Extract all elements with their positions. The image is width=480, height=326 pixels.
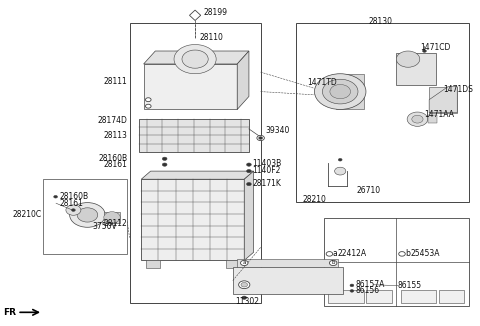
Text: 1471DS: 1471DS xyxy=(443,85,473,95)
Circle shape xyxy=(247,163,251,166)
Circle shape xyxy=(314,74,366,110)
Circle shape xyxy=(145,98,151,102)
Text: b: b xyxy=(331,260,335,265)
Text: 28171K: 28171K xyxy=(252,179,282,188)
Bar xyxy=(401,289,436,303)
Text: 1471AA: 1471AA xyxy=(424,111,455,119)
Text: 1471TD: 1471TD xyxy=(307,78,337,87)
Bar xyxy=(428,115,437,123)
Circle shape xyxy=(72,209,75,211)
Text: 28174D: 28174D xyxy=(97,116,127,125)
Text: b: b xyxy=(405,249,409,259)
Bar xyxy=(296,23,469,202)
Circle shape xyxy=(247,183,251,186)
Bar xyxy=(439,289,464,303)
Polygon shape xyxy=(141,171,253,179)
Bar xyxy=(144,64,237,110)
Bar xyxy=(130,23,261,303)
Circle shape xyxy=(174,45,216,74)
Circle shape xyxy=(259,137,263,139)
Circle shape xyxy=(162,157,167,160)
Circle shape xyxy=(407,112,428,126)
Circle shape xyxy=(323,79,358,104)
Text: 28210C: 28210C xyxy=(13,211,42,219)
Text: 28160B: 28160B xyxy=(98,154,127,163)
Circle shape xyxy=(422,50,426,52)
Circle shape xyxy=(77,208,98,222)
Bar xyxy=(366,289,392,303)
Circle shape xyxy=(241,282,248,287)
Bar xyxy=(139,119,249,152)
Circle shape xyxy=(350,289,354,292)
Polygon shape xyxy=(190,10,201,21)
Text: 86157A: 86157A xyxy=(356,280,385,289)
Circle shape xyxy=(329,260,337,266)
Circle shape xyxy=(182,50,208,68)
Bar xyxy=(429,87,457,113)
Text: 86156: 86156 xyxy=(356,286,380,295)
Bar xyxy=(237,259,338,267)
Text: 39340: 39340 xyxy=(265,126,290,135)
Text: 11302: 11302 xyxy=(235,297,259,306)
Bar xyxy=(336,74,364,110)
Text: 28112: 28112 xyxy=(104,218,127,228)
Circle shape xyxy=(247,170,251,173)
Circle shape xyxy=(257,135,264,141)
Text: 28161: 28161 xyxy=(103,160,127,169)
Circle shape xyxy=(412,115,423,123)
Text: 22412A: 22412A xyxy=(338,249,367,259)
Bar xyxy=(141,179,244,260)
Circle shape xyxy=(330,84,350,99)
Polygon shape xyxy=(244,171,253,260)
Circle shape xyxy=(396,51,420,67)
Circle shape xyxy=(104,212,120,223)
Circle shape xyxy=(239,281,250,289)
Bar xyxy=(232,267,343,294)
Bar xyxy=(328,289,364,303)
Bar xyxy=(146,260,160,269)
Text: 3750V: 3750V xyxy=(93,222,118,231)
Text: 28110: 28110 xyxy=(200,33,224,41)
Bar xyxy=(43,179,127,254)
Text: 25453A: 25453A xyxy=(410,249,440,259)
Text: 1140F2: 1140F2 xyxy=(252,166,281,175)
Text: 11403B: 11403B xyxy=(252,159,282,169)
Bar xyxy=(324,218,469,306)
Circle shape xyxy=(66,205,81,215)
Circle shape xyxy=(326,252,333,256)
Circle shape xyxy=(242,296,247,299)
Bar xyxy=(104,212,120,223)
Circle shape xyxy=(399,252,405,256)
Circle shape xyxy=(70,202,105,227)
Bar xyxy=(396,52,436,85)
Circle shape xyxy=(240,260,248,266)
Text: 26710: 26710 xyxy=(357,186,381,195)
Text: 28210: 28210 xyxy=(303,195,326,204)
Bar xyxy=(226,260,240,269)
Text: FR: FR xyxy=(3,308,16,317)
Circle shape xyxy=(338,158,342,161)
Text: a: a xyxy=(332,249,337,259)
Text: 28161: 28161 xyxy=(60,199,83,208)
Circle shape xyxy=(54,196,58,198)
Text: 28199: 28199 xyxy=(204,8,228,17)
Polygon shape xyxy=(144,51,249,64)
Polygon shape xyxy=(429,87,457,113)
Text: 28130: 28130 xyxy=(368,17,392,26)
Circle shape xyxy=(335,167,346,175)
Text: 1471CD: 1471CD xyxy=(420,43,450,52)
Text: a: a xyxy=(242,260,246,265)
Polygon shape xyxy=(237,51,249,110)
Text: 28113: 28113 xyxy=(103,131,127,140)
Circle shape xyxy=(145,104,151,108)
Text: 28160B: 28160B xyxy=(60,192,88,201)
Circle shape xyxy=(350,284,354,287)
Text: 86155: 86155 xyxy=(398,281,422,290)
Text: 28111: 28111 xyxy=(104,77,127,86)
Circle shape xyxy=(162,163,167,166)
